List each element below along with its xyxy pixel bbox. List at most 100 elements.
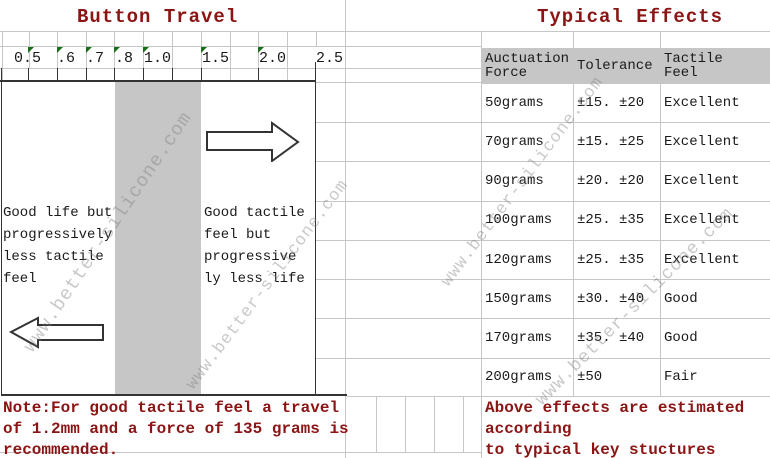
ruler-tick (172, 68, 173, 81)
gridline-h (316, 358, 770, 359)
caption-line: ly less life (204, 271, 305, 287)
table-row: 150grams ±30. ±40 Good (481, 279, 770, 318)
error-indicator-triangle-icon (28, 47, 34, 53)
gridline-h (481, 83, 770, 84)
caption-line: feel (3, 271, 37, 287)
gridline-h (0, 68, 481, 69)
error-indicator-triangle-icon (201, 47, 207, 53)
gridline-v (405, 397, 406, 452)
caption-line: progressively (3, 227, 113, 243)
effects-table: 50grams ±15. ±20 Excellent 70grams ±15. ±25 E… (481, 83, 770, 397)
cell-tolerance: ±15. ±25 (577, 133, 645, 150)
gridline-h (316, 201, 770, 202)
gridline-h (316, 82, 481, 83)
ruler-tick (114, 68, 115, 81)
table-row: 200grams ±50 Fair (481, 358, 770, 397)
gridline-h (316, 279, 770, 280)
error-indicator-triangle-icon (114, 47, 120, 53)
cell-tolerance: ±30. ±40 (577, 290, 645, 307)
cell-force: 150grams (485, 290, 553, 307)
header-line: Tactile (664, 50, 723, 67)
title-typical-effects: Typical Effects (537, 6, 724, 28)
cell-feel: Excellent (664, 94, 740, 111)
error-indicator-triangle-icon (86, 47, 92, 53)
box-border-right (315, 62, 316, 395)
ruler-tick (258, 68, 259, 81)
ruler-tick (86, 68, 87, 81)
note-line: recommended. (3, 441, 119, 458)
ruler-label: .6 (57, 50, 76, 67)
arrow-left-icon (9, 316, 104, 349)
ruler-label: 2.0 (259, 50, 287, 67)
title-button-travel: Button Travel (77, 6, 239, 28)
table-row: 50grams ±15. ±20 Excellent (481, 83, 770, 122)
note-left: Note:For good tactile feel a travel of 1.… (3, 398, 349, 458)
table-header-force: Auctuation Force (485, 48, 573, 83)
cell-feel: Good (664, 290, 698, 307)
gridline-h (0, 31, 770, 32)
error-indicator-triangle-icon (57, 47, 63, 53)
cell-feel: Excellent (664, 133, 740, 150)
table-header-background (481, 48, 770, 83)
note-line: Note:For good tactile feel a travel (3, 399, 340, 417)
cell-feel: Excellent (664, 173, 740, 189)
caption-line: Good life but (3, 205, 113, 221)
gridline-h (347, 396, 770, 397)
gridline-v (230, 31, 231, 81)
gridline-h (316, 240, 770, 241)
cell-tolerance: ±50 (577, 369, 603, 386)
note-line: of 1.2mm and a force of 135 grams is (3, 420, 349, 438)
travel-diagram-box (1, 62, 347, 396)
gridline-h (316, 318, 770, 319)
caption-line: progressive (204, 249, 297, 265)
error-indicator-triangle-icon (258, 47, 264, 53)
cell-feel: Excellent (664, 251, 740, 268)
diagram-caption-right: Good tactile feel but progressive ly less l… (204, 202, 305, 290)
ruler-label: 0.5 (14, 50, 42, 67)
ruler-label: .7 (86, 50, 105, 67)
error-indicator-triangle-icon (143, 47, 149, 53)
note-right: Above effects are estimated according to t… (485, 398, 744, 458)
gridline-v (287, 31, 288, 81)
arrow-right-icon (206, 121, 300, 162)
caption-line: feel but (204, 227, 272, 243)
cell-tolerance: ±25. ±35 (577, 212, 645, 229)
gridline-h (316, 122, 770, 123)
gridline-v (660, 31, 661, 397)
gridline-v (481, 31, 482, 458)
table-header-tolerance: Tolerance (577, 48, 660, 83)
ruler-label: 2.5 (316, 50, 344, 67)
ruler-label: .8 (115, 50, 134, 67)
ruler-label: 1.5 (202, 50, 230, 67)
header-line: Feel (664, 64, 698, 81)
cell-tolerance: ±35. ±40 (577, 330, 645, 346)
caption-line: less tactile (3, 249, 104, 265)
cell-force: 170grams (485, 330, 553, 346)
header-line: Auctuation (485, 50, 570, 67)
cell-feel: Excellent (664, 212, 740, 229)
recommended-travel-band (115, 82, 201, 394)
cell-tolerance: ±25. ±35 (577, 251, 645, 268)
cell-feel: Fair (664, 369, 698, 386)
cell-force: 70grams (485, 133, 544, 150)
box-border-left (1, 68, 2, 395)
table-row: 70grams ±15. ±25 Excellent (481, 122, 770, 161)
table-row: 90grams ±20. ±20 Excellent (481, 162, 770, 201)
gridline-h (0, 46, 481, 47)
cell-force: 100grams (485, 212, 553, 229)
diagram-caption-left: Good life but progressively less tactile fe… (3, 202, 112, 290)
gridline-v (2, 31, 3, 81)
cell-force: 50grams (485, 94, 544, 111)
cell-force: 90grams (485, 173, 544, 189)
gridline-h (0, 452, 481, 453)
table-header-feel: Tactile Feel (664, 48, 767, 83)
note-line: to typical key stuctures (485, 441, 716, 458)
gridline-v (376, 397, 377, 452)
caption-line: Good tactile (204, 205, 305, 221)
gridline-v (316, 31, 317, 46)
ruler-label: 1.0 (144, 50, 172, 67)
gridline-v (463, 397, 464, 452)
gridline-v (434, 397, 435, 452)
note-line: Above effects are estimated (485, 399, 745, 417)
